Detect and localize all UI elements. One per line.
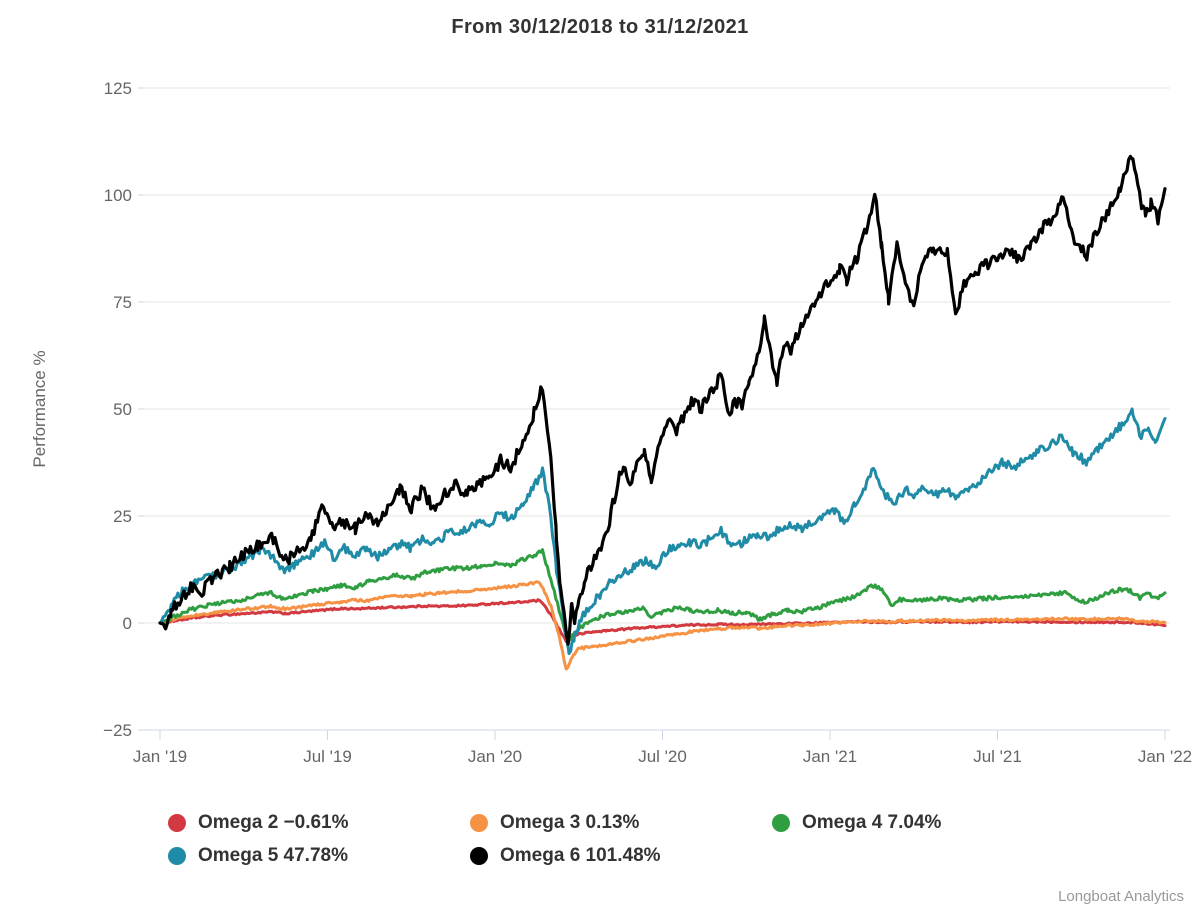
legend-item-label: Omega 5 47.78% — [198, 845, 348, 866]
credit-link[interactable]: Longboat Analytics — [1058, 888, 1184, 905]
legend-item-omega-3[interactable]: Omega 3 0.13% — [470, 812, 639, 834]
y-tick-label: −25 — [103, 721, 132, 740]
x-tick-label: Jan '21 — [803, 747, 857, 766]
legend-item-label: Omega 4 7.04% — [802, 812, 942, 833]
x-tick-label: Jan '22 — [1138, 747, 1192, 766]
x-tick-label: Jan '20 — [468, 747, 522, 766]
series-line-omega-4 — [158, 548, 1167, 643]
legend-marker-icon — [470, 814, 488, 832]
legend-marker-icon — [470, 847, 488, 865]
y-axis-title: Performance % — [30, 350, 49, 467]
legend-item-omega-2[interactable]: Omega 2 −0.61% — [168, 812, 349, 834]
legend-marker-icon — [168, 847, 186, 865]
x-tick-label: Jul '21 — [973, 747, 1022, 766]
series-line-omega-5 — [158, 407, 1167, 655]
legend-marker-icon — [168, 814, 186, 832]
y-tick-label: 100 — [104, 186, 132, 205]
chart-title: From 30/12/2018 to 31/12/2021 — [451, 16, 749, 38]
x-tick-label: Jul '19 — [303, 747, 352, 766]
legend-item-label: Omega 3 0.13% — [500, 812, 640, 833]
y-tick-label: 50 — [113, 400, 132, 419]
legend-item-label: Omega 6 101.48% — [500, 845, 661, 866]
y-tick-label: 125 — [104, 79, 132, 98]
legend-item-omega-6[interactable]: Omega 6 101.48% — [470, 845, 661, 867]
legend-item-omega-4[interactable]: Omega 4 7.04% — [772, 812, 941, 834]
y-tick-label: 25 — [113, 507, 132, 526]
x-tick-label: Jul '20 — [638, 747, 687, 766]
series-line-omega-6 — [158, 154, 1167, 646]
legend-marker-icon — [772, 814, 790, 832]
series-line-omega-3 — [158, 580, 1167, 671]
legend-item-omega-5[interactable]: Omega 5 47.78% — [168, 845, 348, 867]
y-tick-label: 0 — [123, 614, 132, 633]
y-tick-label: 75 — [113, 293, 132, 312]
legend-item-label: Omega 2 −0.61% — [198, 812, 349, 833]
x-tick-label: Jan '19 — [133, 747, 187, 766]
